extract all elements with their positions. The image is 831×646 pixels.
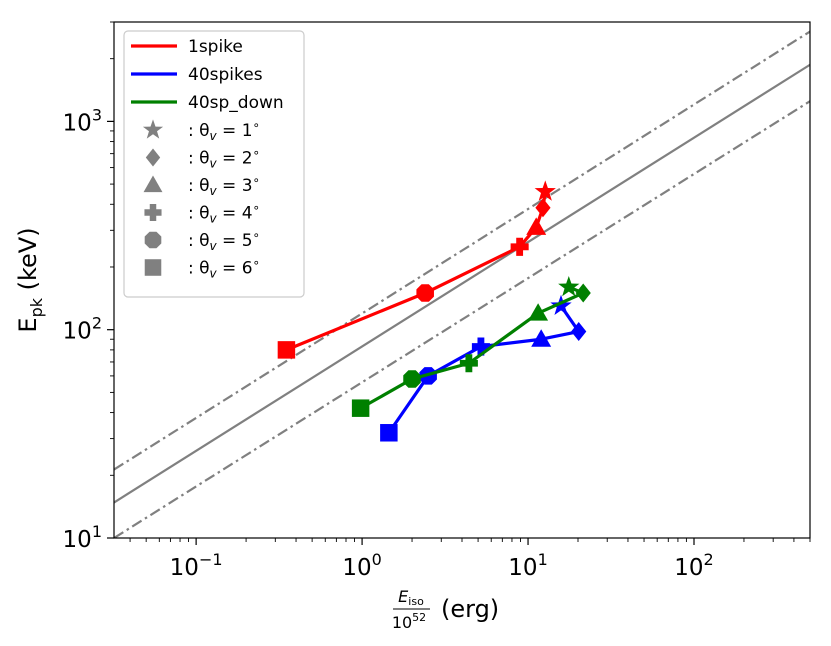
legend-label-1spike: 1spike bbox=[188, 37, 243, 57]
y-axis-label: Epk (keV) bbox=[14, 227, 46, 332]
legend-label-theta-4: : θv = 4∘ bbox=[188, 201, 260, 226]
y-tick-label: 102 bbox=[63, 314, 102, 345]
point-1spike-theta-3 bbox=[526, 217, 547, 235]
x-label-denominator: 1052 bbox=[392, 611, 426, 632]
x-axis-label: Eiso 1052 (erg) bbox=[392, 587, 499, 632]
legend-label-theta-1: : θv = 1∘ bbox=[188, 118, 260, 143]
legend-marker-plus bbox=[144, 203, 162, 222]
legend-label-theta-5: : θv = 5∘ bbox=[188, 228, 260, 253]
point-40sp_down-theta-5 bbox=[403, 370, 421, 388]
point-1spike-theta-4 bbox=[510, 237, 529, 256]
legend-label-40sp_down: 40sp_down bbox=[188, 93, 284, 113]
axis-ticks: 10−1 100 101 102 101 102 103 bbox=[63, 21, 811, 581]
legend-box bbox=[123, 30, 305, 298]
axis-labels: Epk (keV) Eiso 1052 (erg) bbox=[14, 227, 499, 632]
legend-label-theta-6: : θv = 6∘ bbox=[188, 256, 260, 281]
legend-marker-triangle bbox=[143, 175, 163, 193]
x-tick-label: 101 bbox=[508, 550, 547, 581]
amati-center-line bbox=[114, 63, 810, 504]
point-40spikes-theta-3 bbox=[531, 329, 552, 347]
legend-marker-star bbox=[142, 119, 164, 139]
point-40sp_down-theta-4 bbox=[459, 354, 478, 373]
legend-marker-octagon bbox=[144, 231, 162, 249]
point-40spikes-theta-4 bbox=[471, 337, 490, 356]
legend-marker-diamond bbox=[145, 148, 161, 167]
amati-upper-line bbox=[114, 30, 810, 471]
legend-label-theta-2: : θv = 2∘ bbox=[188, 146, 260, 171]
legend-label-theta-3: : θv = 3∘ bbox=[188, 173, 260, 198]
point-1spike-theta-1 bbox=[534, 180, 556, 201]
point-40spikes-theta-6 bbox=[380, 424, 398, 442]
series-line-1spike bbox=[285, 191, 547, 352]
amati-lower-line bbox=[114, 100, 810, 538]
x-label-unit: (erg) bbox=[441, 595, 499, 623]
x-label-numerator: Eiso bbox=[398, 587, 424, 608]
y-tick-label: 101 bbox=[63, 522, 102, 553]
x-tick-label: 10−1 bbox=[170, 550, 223, 581]
series-40spikes bbox=[380, 294, 587, 442]
point-40sp_down-theta-1 bbox=[558, 275, 580, 297]
series-line-40spikes bbox=[387, 305, 581, 434]
x-tick-label: 102 bbox=[674, 550, 713, 581]
legend-label-40spikes: 40spikes bbox=[188, 65, 263, 85]
x-tick-label: 100 bbox=[342, 550, 381, 581]
point-40sp_down-theta-2 bbox=[575, 283, 591, 303]
point-1spike-theta-5 bbox=[416, 284, 434, 302]
data-series bbox=[277, 180, 591, 442]
series-40sp_down bbox=[351, 275, 591, 417]
point-40sp_down-theta-6 bbox=[351, 399, 370, 417]
point-1spike-theta-2 bbox=[535, 198, 551, 218]
point-1spike-theta-6 bbox=[277, 341, 296, 359]
legend: 1spike 40spikes 40sp_down : θv = 1∘ : θv = 2… bbox=[123, 30, 305, 298]
point-40spikes-theta-2 bbox=[571, 322, 587, 342]
series-1spike bbox=[277, 180, 556, 359]
point-40spikes-theta-1 bbox=[550, 294, 572, 316]
point-40sp_down-theta-3 bbox=[528, 303, 549, 321]
y-tick-label: 103 bbox=[63, 105, 102, 136]
legend-marker-square bbox=[144, 259, 162, 276]
reference-lines bbox=[114, 30, 810, 538]
